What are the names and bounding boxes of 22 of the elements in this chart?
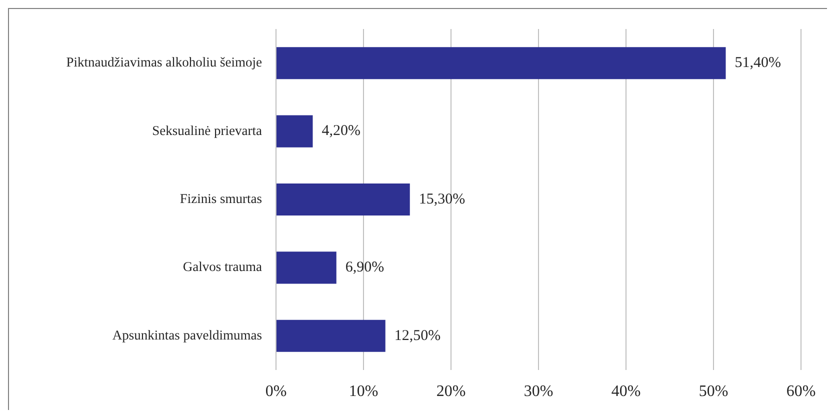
- data-label: 4,20%: [322, 123, 360, 140]
- bar: [276, 320, 386, 352]
- data-label: 12,50%: [394, 328, 441, 344]
- y-tick-label: Seksualinė prievarta: [152, 122, 262, 138]
- data-label: 51,40%: [734, 55, 781, 72]
- x-tick-label: 40%: [611, 382, 641, 400]
- bar: [276, 47, 726, 80]
- x-tick-label: 60%: [786, 382, 816, 400]
- y-tick-label: Galvos trauma: [182, 259, 262, 274]
- y-tick-label: Fizinis smurtas: [180, 191, 262, 206]
- y-tick-label: Piktnaudžiavimas alkoholiu šeimoje: [66, 54, 262, 70]
- data-label: 15,30%: [418, 191, 466, 208]
- x-tick-label: 50%: [698, 382, 728, 400]
- bar: [276, 252, 336, 284]
- x-tick-label: 0%: [265, 382, 287, 400]
- x-tick-label: 30%: [524, 382, 554, 400]
- x-tick-label: 20%: [436, 382, 466, 400]
- x-tick-label: 10%: [348, 382, 378, 400]
- bar: [276, 115, 313, 148]
- data-label: 6,90%: [345, 260, 384, 276]
- y-tick-label: Apsunkintas paveldimumas: [112, 327, 262, 342]
- bar: [276, 183, 410, 216]
